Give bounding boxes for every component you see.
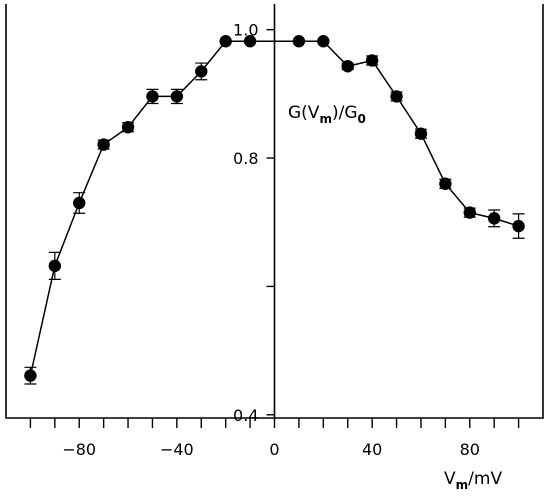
y-tick-label: 0.4 xyxy=(233,406,258,425)
data-point xyxy=(121,121,135,134)
axes xyxy=(5,4,544,419)
tick-labels: −80 −40 0 40 80 1.0 0.8 0.4 xyxy=(62,21,480,459)
data-point xyxy=(219,35,232,48)
data-point xyxy=(487,212,501,225)
data-point xyxy=(439,177,452,190)
data-point xyxy=(146,90,159,103)
data-point xyxy=(170,90,184,103)
data-point xyxy=(512,219,525,233)
y-axis-label: G(Vm)/G0 xyxy=(288,103,366,126)
data-point xyxy=(243,35,257,48)
x-tick-label: 40 xyxy=(362,440,382,459)
data-point xyxy=(195,65,208,78)
data-point xyxy=(73,196,86,210)
y-tick-label: 1.0 xyxy=(233,21,258,40)
data-point xyxy=(390,90,403,103)
x-tick-label: −40 xyxy=(160,440,194,459)
data-point xyxy=(341,60,354,73)
data-point xyxy=(414,127,428,140)
data-point xyxy=(97,138,110,151)
data-point xyxy=(292,35,306,48)
x-tick-label: 0 xyxy=(269,440,279,459)
data-points xyxy=(24,35,525,382)
x-tick-label: 80 xyxy=(460,440,480,459)
x-tick-label: −80 xyxy=(62,440,96,459)
data-point xyxy=(317,35,330,48)
data-point xyxy=(48,259,62,273)
data-point xyxy=(24,369,37,382)
data-point xyxy=(463,206,476,219)
data-point xyxy=(365,54,379,67)
y-tick-label: 0.8 xyxy=(233,149,258,168)
ticks xyxy=(29,28,520,428)
x-axis-label: Vm/mV xyxy=(444,469,502,492)
